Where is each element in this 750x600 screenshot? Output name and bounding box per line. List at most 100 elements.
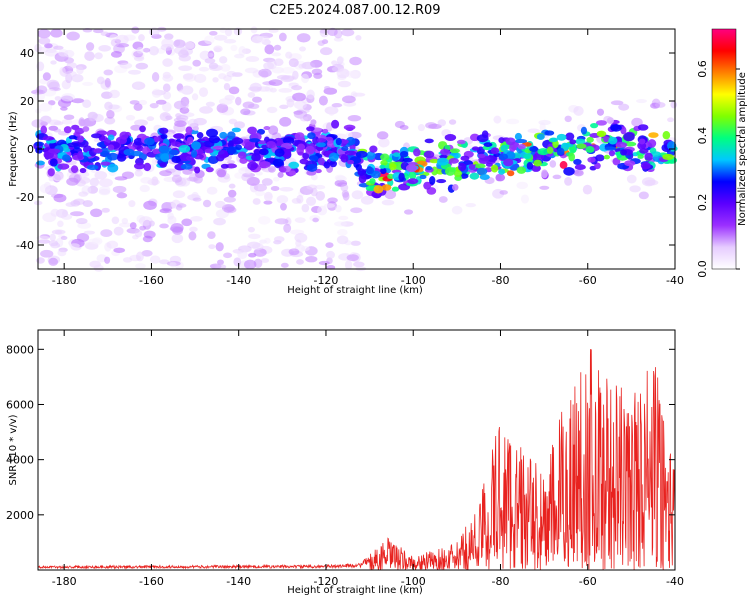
heatmap-noise-cell <box>549 160 557 168</box>
heatmap-ridge-cell <box>143 162 152 172</box>
heatmap-ridge-cell <box>62 154 71 162</box>
snr-x-tick-label: -160 <box>139 575 164 588</box>
heatmap-ridge-cell <box>305 145 315 155</box>
heatmap-noise-cell <box>341 28 355 37</box>
heatmap-noise-cell <box>246 176 260 186</box>
heatmap-ridge-cell <box>610 124 622 132</box>
heatmap-ridge-cell <box>580 126 588 135</box>
heatmap-noise-cell <box>148 46 159 56</box>
heatmap-noise-cell <box>596 108 605 116</box>
heatmap-noise-cell <box>213 217 226 226</box>
heatmap-noise-cell <box>134 229 143 238</box>
heatmap-noise-cell <box>263 200 273 205</box>
heatmap-noise-cell <box>198 87 209 98</box>
heatmap-ridge-cell <box>323 161 331 169</box>
heatmap-noise-cell <box>300 116 309 122</box>
heatmap-noise-cell <box>360 195 374 205</box>
heatmap-ridge-cell <box>79 119 91 127</box>
heatmap-ridge-cell <box>329 160 338 168</box>
heatmap-noise-cell <box>98 188 111 196</box>
heatmap-ridge-cell <box>91 133 102 139</box>
heatmap-noise-cell <box>151 72 160 82</box>
snr-frame <box>37 329 676 571</box>
heatmap-noise-cell <box>227 160 235 165</box>
heatmap-ridge-cell <box>391 186 400 192</box>
heatmap-noise-cell <box>93 264 104 272</box>
heatmap-noise-cell <box>38 37 51 45</box>
heatmap-noise-cell <box>192 197 202 202</box>
heatmap-ridge-cell <box>310 119 317 125</box>
heatmap-ridge-cell <box>637 154 644 159</box>
heatmap-noise-cell <box>271 66 285 74</box>
heatmap-ridge-cell <box>235 144 242 151</box>
heatmap-ridge-cell <box>529 146 539 152</box>
heatmap-noise-cell <box>96 76 105 85</box>
heatmap-noise-cell <box>336 235 349 245</box>
heatmap-ridge-cell <box>453 170 462 178</box>
heatmap-ridge-cell <box>331 119 340 129</box>
heatmap-ridge-cell <box>299 158 309 165</box>
heatmap-noise-cell <box>223 82 231 91</box>
heatmap-ridge-cell <box>399 150 409 158</box>
heatmap-ridge-cell <box>563 167 575 176</box>
heatmap-noise-cell <box>84 51 95 61</box>
heatmap-ridge-cell <box>130 124 142 131</box>
heatmap-noise-cell <box>204 35 215 45</box>
heatmap-ridge-cell <box>316 142 326 148</box>
heatmap-ridge-cell <box>389 163 397 171</box>
heatmap-noise-cell <box>64 70 77 78</box>
heatmap-noise-cell <box>161 102 172 113</box>
heatmap-ridge-cell <box>623 132 635 142</box>
heatmap-noise-cell <box>133 103 143 111</box>
spectrogram-heatmap <box>31 26 678 272</box>
heatmap-noise-cell <box>539 185 550 190</box>
heatmap-noise-cell <box>248 233 261 240</box>
heatmap-noise-cell <box>264 237 271 244</box>
heatmap-ridge-cell <box>546 146 554 155</box>
heatmap-noise-cell <box>207 52 214 58</box>
heatmap-ridge-cell <box>533 159 542 167</box>
heatmap-noise-cell <box>241 173 250 182</box>
heatmap-ridge-cell <box>100 150 109 157</box>
heatmap-noise-cell <box>299 46 306 52</box>
heatmap-ridge-cell <box>171 155 181 164</box>
heatmap-noise-cell <box>249 82 262 93</box>
heatmap-noise-cell <box>337 80 351 88</box>
heatmap-noise-cell <box>47 119 62 126</box>
heatmap-ridge-cell <box>343 124 356 131</box>
heatmap-ridge-cell <box>340 154 349 163</box>
heatmap-noise-cell <box>63 49 75 58</box>
heatmap-noise-cell <box>50 60 57 65</box>
heatmap-ridge-cell <box>369 178 376 184</box>
heatmap-noise-cell <box>670 101 678 109</box>
heatmap-ridge-cell <box>288 170 297 176</box>
heatmap-ridge-cell <box>306 164 318 172</box>
heatmap-ridge-cell <box>297 151 305 156</box>
heatmap-ridge-cell <box>227 146 237 155</box>
heatmap-noise-cell <box>279 187 294 192</box>
heatmap-noise-cell <box>90 208 103 218</box>
heatmap-noise-cell <box>66 62 77 69</box>
heatmap-noise-cell <box>42 212 57 223</box>
heatmap-ridge-cell <box>79 168 87 174</box>
heatmap-noise-cell <box>610 100 624 106</box>
heatmap-ridge-cell <box>217 149 229 159</box>
heatmap-noise-cell <box>336 68 350 79</box>
heatmap-noise-cell <box>437 119 447 127</box>
heatmap-noise-cell <box>106 109 115 119</box>
heatmap-ridge-cell <box>505 151 516 161</box>
spectrogram-y-tick-label: 40 <box>20 47 34 60</box>
heatmap-ridge-cell <box>604 146 617 151</box>
heatmap-noise-cell <box>310 187 318 197</box>
spectrogram-x-tick-label: -40 <box>666 274 684 287</box>
heatmap-noise-cell <box>206 186 218 195</box>
heatmap-noise-cell <box>296 259 304 265</box>
heatmap-ridge-cell <box>569 146 577 154</box>
heatmap-noise-cell <box>324 85 331 91</box>
heatmap-noise-cell <box>243 259 257 270</box>
heatmap-noise-cell <box>228 86 240 95</box>
heatmap-noise-cell <box>228 183 236 189</box>
heatmap-ridge-cell <box>63 126 72 134</box>
heatmap-noise-cell <box>139 225 147 231</box>
heatmap-noise-cell <box>350 207 363 214</box>
